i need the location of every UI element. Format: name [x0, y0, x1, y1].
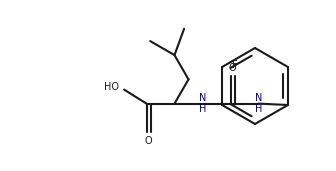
Text: N: N	[199, 93, 206, 103]
Text: H: H	[255, 104, 262, 114]
Text: O: O	[229, 63, 236, 73]
Text: HO: HO	[104, 82, 119, 92]
Text: N: N	[255, 93, 262, 103]
Text: O: O	[145, 136, 152, 146]
Text: H: H	[199, 104, 206, 114]
Text: F: F	[232, 60, 238, 70]
